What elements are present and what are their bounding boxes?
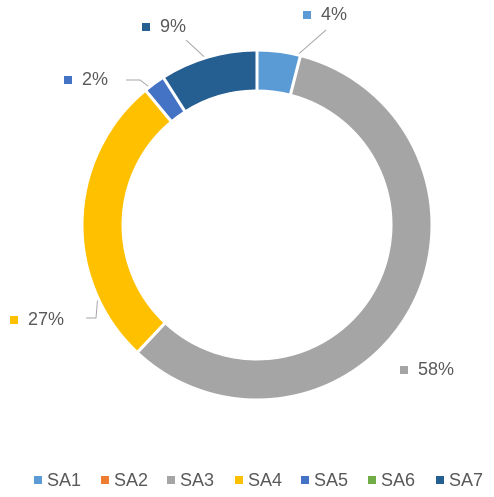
label-marker	[64, 76, 72, 84]
data-label: 27%	[28, 309, 64, 329]
data-label: 58%	[418, 359, 454, 379]
label-marker	[400, 366, 408, 374]
label-marker	[10, 316, 18, 324]
data-label: 2%	[82, 69, 108, 89]
slice	[80, 88, 174, 355]
legend-marker	[167, 476, 175, 484]
label-marker	[303, 11, 311, 19]
legend-label: SA2	[114, 470, 148, 490]
label-marker	[142, 23, 150, 31]
data-label: 4%	[321, 4, 347, 24]
legend-marker	[301, 476, 309, 484]
legend-label: SA6	[381, 470, 415, 490]
legend-marker	[368, 476, 376, 484]
slice	[161, 48, 259, 114]
legend-label: SA5	[314, 470, 348, 490]
legend-label: SA1	[47, 470, 81, 490]
legend-label: SA3	[180, 470, 214, 490]
legend-marker	[436, 476, 444, 484]
legend-marker	[34, 476, 42, 484]
legend-marker	[235, 476, 243, 484]
legend-label: SA7	[449, 470, 483, 490]
data-label: 9%	[160, 16, 186, 36]
legend-label: SA4	[248, 470, 282, 490]
slice	[135, 53, 434, 402]
legend-marker	[101, 476, 109, 484]
